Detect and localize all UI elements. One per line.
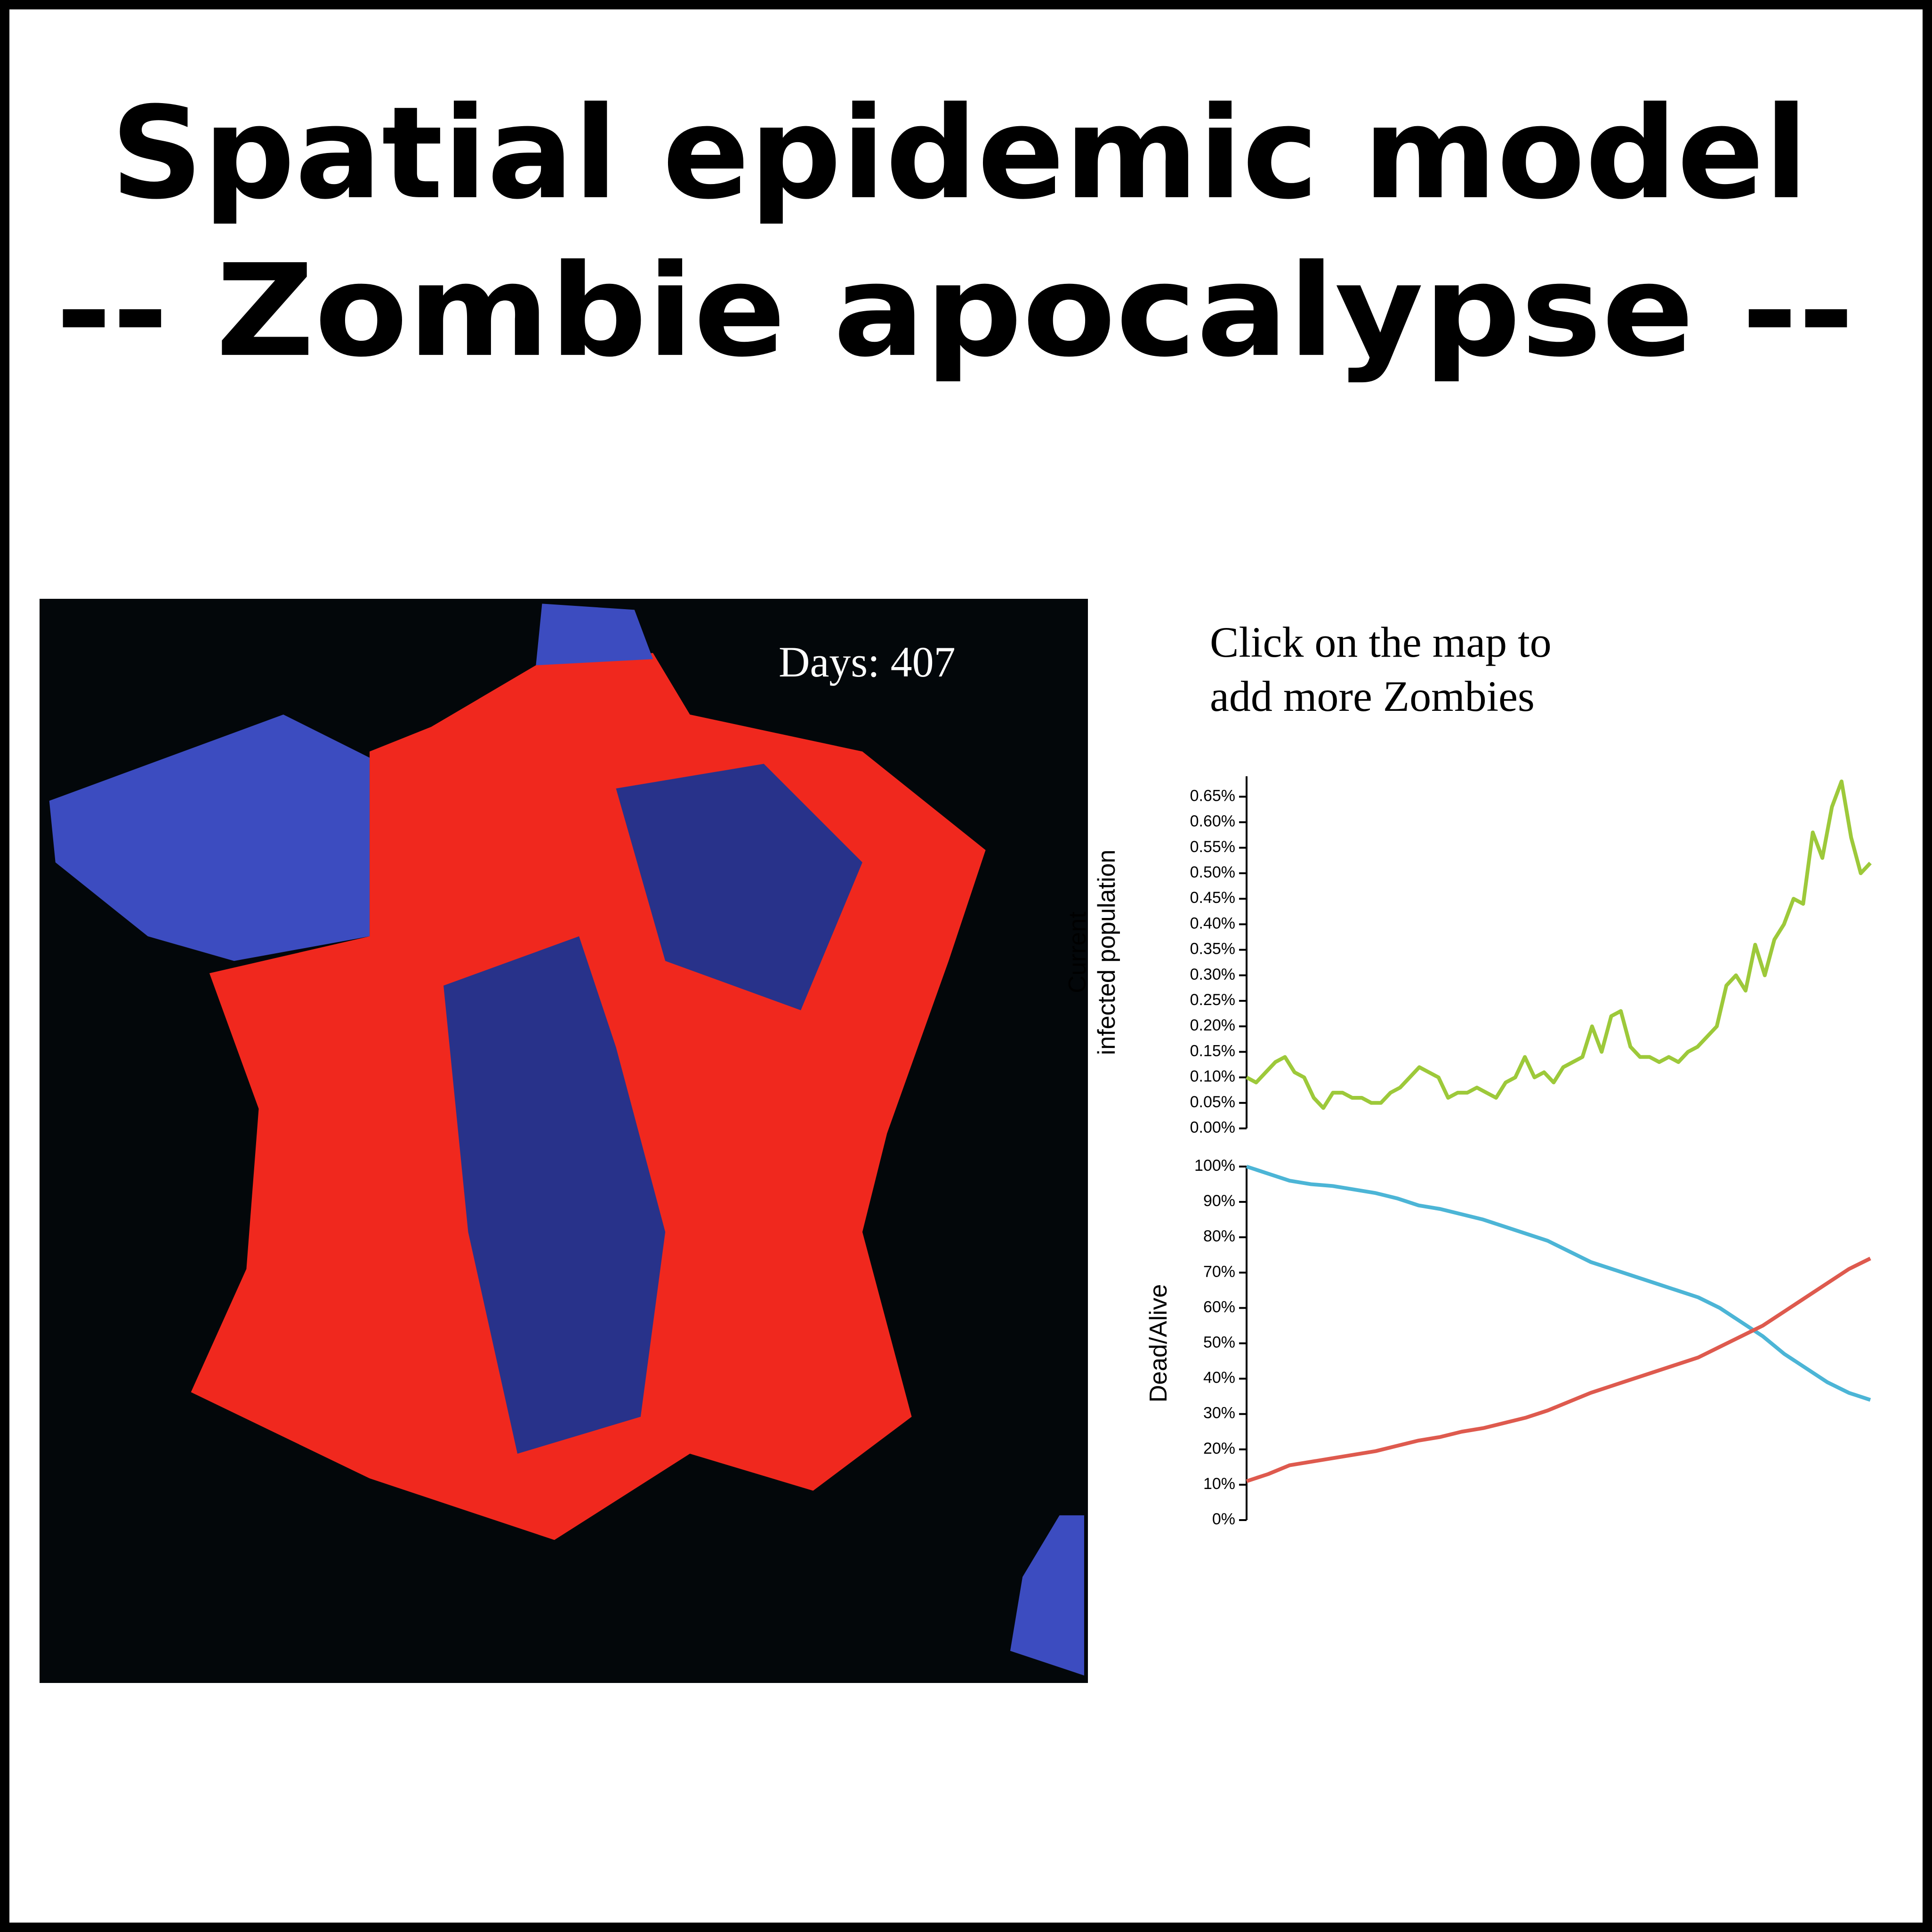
y-tick-label: 0.20% [1190,1016,1235,1034]
y-tick-label: 0.55% [1190,838,1235,856]
y-axis-label: Current [1064,911,1091,993]
title-line: Spatial epidemic model [111,79,1808,227]
instruction: Click on the map to [1210,618,1552,666]
y-tick-label: 100% [1194,1157,1235,1175]
y-tick-label: 40% [1203,1369,1235,1387]
y-tick-label: 0.40% [1190,914,1235,932]
y-tick-label: 0.50% [1190,863,1235,881]
data-line [1246,1256,1871,1483]
map-region [1010,1515,1084,1676]
y-tick-label: 0.35% [1190,940,1235,958]
y-axis-label: infected population [1093,850,1120,1055]
y-tick-label: 0.00% [1190,1119,1235,1136]
y-axis-label: Dead/Alive [1145,1284,1172,1402]
map[interactable]: Days: 407 [40,599,1088,1683]
y-tick-label: 0.10% [1190,1068,1235,1086]
y-tick-label: 30% [1203,1404,1235,1422]
y-tick-label: 0.05% [1190,1093,1235,1111]
data-line [1246,1165,1871,1402]
y-tick-label: 0% [1212,1510,1235,1528]
y-tick-label: 0.60% [1190,813,1235,830]
y-tick-label: 10% [1203,1475,1235,1493]
map-shapes [49,604,1084,1676]
map-region [616,764,862,1010]
y-tick-label: 80% [1203,1227,1235,1245]
y-tick-label: 0.30% [1190,966,1235,983]
y-tick-label: 0.65% [1190,787,1235,805]
y-tick-label: 50% [1203,1333,1235,1351]
title-line: -- Zombie apocalypse -- [56,237,1854,385]
y-tick-label: 0.15% [1190,1042,1235,1060]
y-tick-label: 0.25% [1190,991,1235,1009]
map-region [536,604,653,666]
map-region [443,936,666,1454]
y-tick-label: 60% [1203,1298,1235,1316]
y-tick-label: 20% [1203,1440,1235,1457]
y-tick-label: 0.45% [1190,889,1235,907]
instruction: add more Zombies [1210,672,1535,720]
y-tick-label: 70% [1203,1263,1235,1280]
data-line [1246,779,1872,1110]
y-tick-label: 90% [1203,1192,1235,1210]
map-region [49,714,370,961]
days-counter: Days: 407 [779,638,956,686]
